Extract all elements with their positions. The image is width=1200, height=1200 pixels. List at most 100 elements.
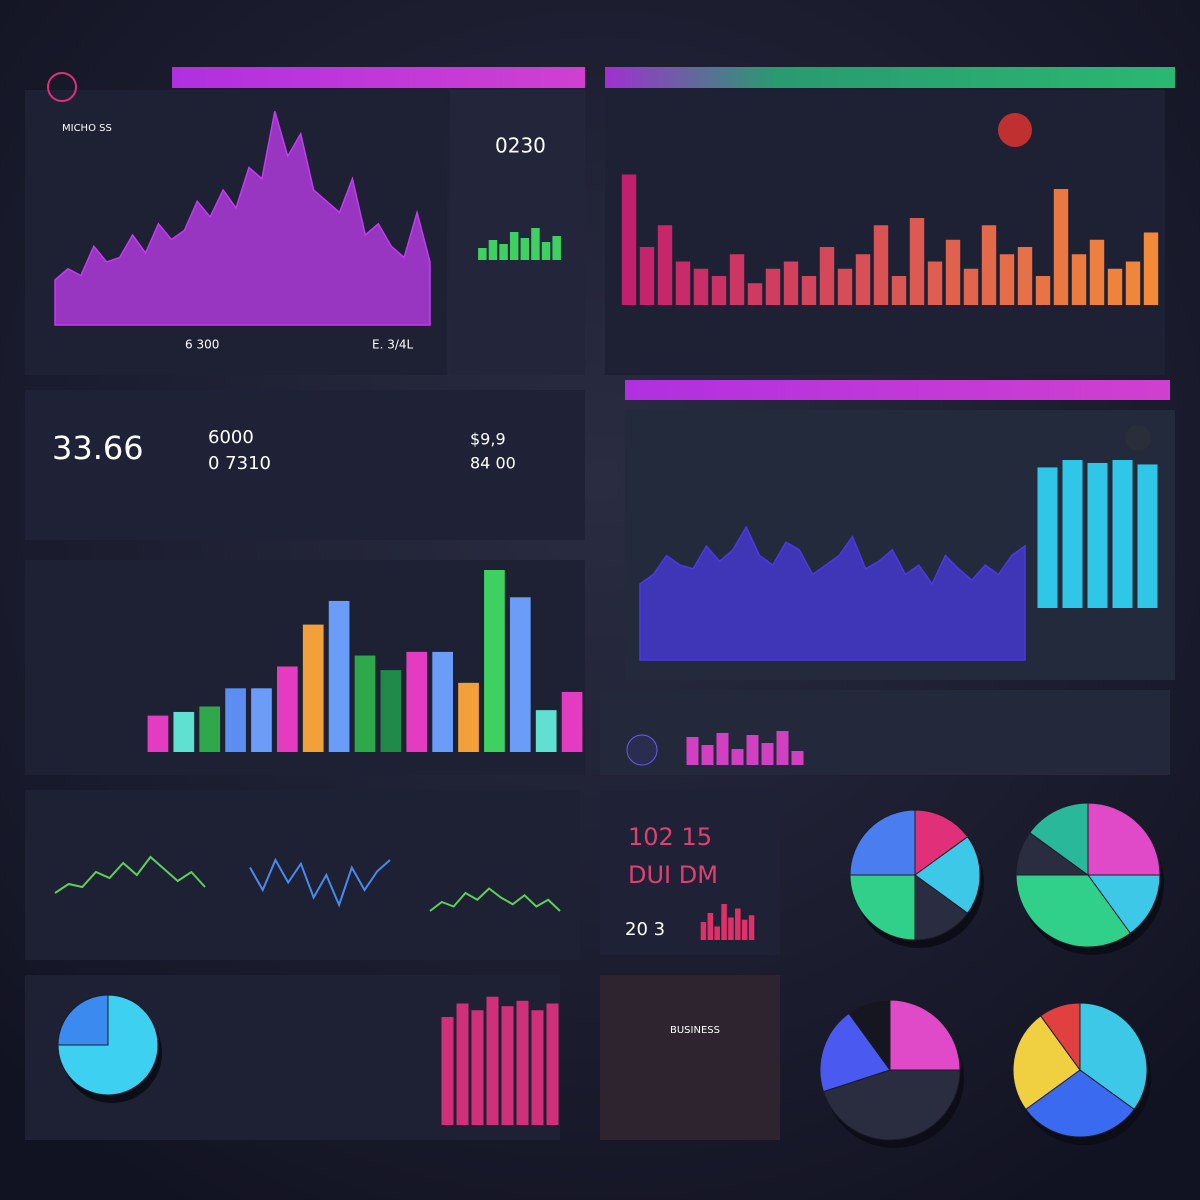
- bar: [1071, 254, 1087, 305]
- bar: [484, 570, 505, 752]
- label: 20 3: [625, 919, 665, 940]
- pie-slice: [914, 874, 969, 941]
- bar: [707, 913, 714, 940]
- bar: [541, 242, 551, 260]
- bar: [546, 1003, 559, 1125]
- icon: [998, 113, 1032, 147]
- bar: [855, 254, 871, 305]
- bar: [675, 261, 691, 305]
- bar: [728, 917, 734, 940]
- pie-slice: [914, 836, 981, 914]
- bar: [509, 597, 531, 752]
- bar: [531, 228, 540, 260]
- bar: [488, 240, 498, 260]
- bar: [471, 1010, 484, 1125]
- pie-slice: [1039, 1002, 1081, 1072]
- panel: [25, 390, 585, 540]
- bar: [1112, 460, 1133, 608]
- bar: [783, 261, 799, 305]
- pie-slice: [819, 1012, 891, 1093]
- header-strip: [172, 67, 585, 88]
- bar: [1037, 467, 1058, 608]
- label: 84 00: [470, 454, 516, 473]
- label: BUSINESS: [670, 1025, 720, 1036]
- bar: [486, 996, 499, 1125]
- icon: [1125, 425, 1151, 451]
- pie-slice: [57, 994, 109, 1046]
- panel: [600, 690, 1170, 775]
- bar: [747, 283, 763, 305]
- pie-slice: [849, 809, 916, 876]
- bar: [748, 915, 755, 940]
- line: [54, 855, 206, 894]
- bar: [657, 225, 673, 305]
- pie-slice: [1087, 802, 1161, 876]
- pie-slice: [1079, 1002, 1148, 1111]
- bar: [1107, 268, 1123, 305]
- bar: [693, 268, 709, 305]
- bar: [741, 919, 748, 940]
- bar: [354, 655, 376, 752]
- pie-slice: [914, 809, 969, 876]
- bar: [621, 174, 637, 305]
- bar: [432, 651, 453, 752]
- line: [429, 887, 561, 912]
- bar: [199, 706, 221, 752]
- pie-slice: [849, 874, 916, 941]
- bar: [1062, 460, 1083, 608]
- bar: [701, 745, 714, 765]
- pie-slice: [1015, 874, 1132, 948]
- bar: [535, 710, 557, 752]
- bar: [716, 733, 729, 765]
- bar: [639, 247, 655, 305]
- bar: [819, 247, 835, 305]
- bar: [927, 261, 943, 305]
- line: [249, 857, 391, 908]
- bar: [509, 232, 519, 260]
- bar: [456, 1003, 469, 1125]
- bar: [1143, 232, 1159, 305]
- bar: [1087, 462, 1108, 608]
- pie-slice: [57, 994, 159, 1096]
- pie-slice: [1012, 1015, 1081, 1111]
- bar: [1017, 247, 1033, 305]
- bar: [731, 749, 744, 765]
- bar: [328, 600, 350, 752]
- label: 0 7310: [208, 453, 271, 474]
- label: 33.66: [52, 429, 144, 467]
- bar: [1035, 276, 1051, 305]
- label: 6000: [208, 427, 254, 448]
- pie-slice: [1087, 874, 1161, 934]
- panel: [600, 975, 780, 1140]
- bar: [963, 268, 979, 305]
- bar: [225, 688, 246, 752]
- bar: [1089, 239, 1105, 305]
- bar: [531, 1010, 544, 1125]
- label: 0230: [495, 134, 546, 158]
- bar: [520, 238, 530, 260]
- bar: [801, 276, 817, 305]
- area: [639, 525, 1026, 661]
- bar: [711, 276, 727, 305]
- bar: [147, 715, 169, 752]
- bar: [686, 737, 699, 765]
- pie-slice: [889, 999, 961, 1071]
- icon: [626, 734, 658, 766]
- bar: [714, 926, 720, 940]
- bar: [999, 254, 1015, 305]
- bar: [501, 1006, 514, 1125]
- bar: [873, 225, 889, 305]
- header-strip: [625, 380, 1170, 400]
- area: [54, 111, 431, 326]
- bar: [561, 691, 583, 752]
- bar: [277, 666, 298, 752]
- bar: [302, 624, 324, 752]
- panel: [25, 790, 580, 960]
- bar: [837, 268, 853, 305]
- bar: [700, 922, 707, 940]
- bar: [891, 276, 907, 305]
- label: DUI DM: [628, 861, 718, 889]
- bar: [761, 743, 774, 765]
- bar: [1137, 464, 1158, 608]
